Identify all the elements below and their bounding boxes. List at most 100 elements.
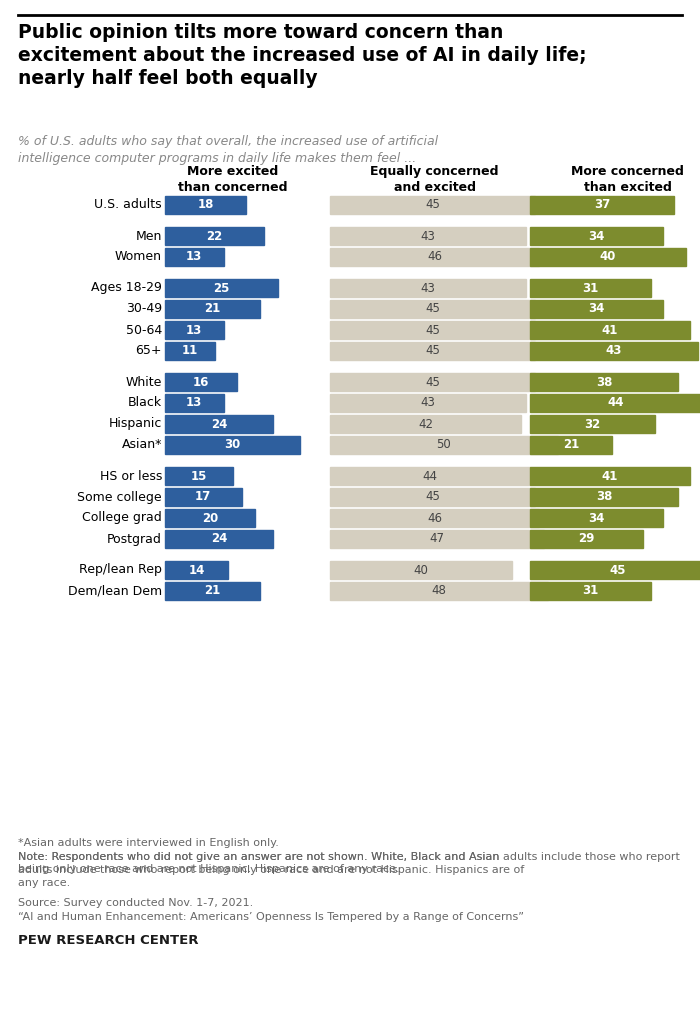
Bar xyxy=(530,300,663,318)
Bar xyxy=(530,582,651,601)
Text: 21: 21 xyxy=(563,439,579,451)
Bar xyxy=(165,468,232,485)
Text: 43: 43 xyxy=(421,397,435,409)
Bar xyxy=(165,342,214,360)
Bar xyxy=(330,227,526,244)
Bar xyxy=(165,373,237,391)
Text: 50-64: 50-64 xyxy=(126,323,162,337)
Text: 30: 30 xyxy=(225,439,241,451)
Text: 41: 41 xyxy=(602,470,618,483)
Text: 21: 21 xyxy=(204,584,220,597)
Text: 40: 40 xyxy=(414,564,428,577)
Text: 15: 15 xyxy=(190,470,207,483)
Text: 45: 45 xyxy=(425,375,440,389)
Text: White: White xyxy=(125,375,162,389)
Text: 48: 48 xyxy=(432,584,447,597)
Text: Hispanic: Hispanic xyxy=(108,417,162,431)
Text: 45: 45 xyxy=(425,345,440,357)
Text: 22: 22 xyxy=(206,229,223,242)
Bar xyxy=(530,561,700,579)
Bar xyxy=(330,279,526,297)
Bar xyxy=(530,248,686,266)
Text: 13: 13 xyxy=(186,397,202,409)
Text: 45: 45 xyxy=(610,564,626,577)
Bar xyxy=(530,196,674,214)
Bar xyxy=(530,509,663,527)
Bar xyxy=(330,509,539,527)
Text: 31: 31 xyxy=(582,584,598,597)
Text: 24: 24 xyxy=(211,533,228,545)
Bar xyxy=(330,321,535,339)
Text: 43: 43 xyxy=(421,229,435,242)
Text: 50: 50 xyxy=(436,439,451,451)
Text: 46: 46 xyxy=(427,512,442,525)
Text: 65+: 65+ xyxy=(136,345,162,357)
Bar xyxy=(330,373,535,391)
Text: % of U.S. adults who say that overall, the increased use of artificial
intellige: % of U.S. adults who say that overall, t… xyxy=(18,135,438,165)
Bar xyxy=(330,582,548,601)
Text: 41: 41 xyxy=(602,323,618,337)
Bar xyxy=(330,530,544,548)
Text: 43: 43 xyxy=(606,345,622,357)
Text: 43: 43 xyxy=(421,281,435,295)
Bar xyxy=(530,279,651,297)
Text: HS or less: HS or less xyxy=(99,470,162,483)
Text: 32: 32 xyxy=(584,417,601,431)
Text: 24: 24 xyxy=(211,417,228,431)
Text: 11: 11 xyxy=(181,345,198,357)
Text: 46: 46 xyxy=(427,251,442,264)
Text: Asian*: Asian* xyxy=(122,439,162,451)
Text: 30-49: 30-49 xyxy=(126,303,162,315)
Text: PEW RESEARCH CENTER: PEW RESEARCH CENTER xyxy=(18,934,199,947)
Text: *Asian adults were interviewed in English only.: *Asian adults were interviewed in Englis… xyxy=(18,838,279,848)
Text: 14: 14 xyxy=(188,564,204,577)
Bar xyxy=(330,436,557,454)
Bar xyxy=(165,279,277,297)
Bar xyxy=(165,300,260,318)
Bar xyxy=(330,248,539,266)
Bar xyxy=(530,488,678,506)
Bar xyxy=(530,436,612,454)
Text: Women: Women xyxy=(115,251,162,264)
Bar xyxy=(330,488,535,506)
Text: 37: 37 xyxy=(594,198,610,212)
Text: 17: 17 xyxy=(195,490,211,503)
Text: Ages 18-29: Ages 18-29 xyxy=(91,281,162,295)
Text: 18: 18 xyxy=(197,198,214,212)
Bar xyxy=(330,468,530,485)
Bar xyxy=(330,300,535,318)
Text: 20: 20 xyxy=(202,512,218,525)
Text: 21: 21 xyxy=(204,303,220,315)
Text: “AI and Human Enhancement: Americans’ Openness Is Tempered by a Range of Concern: “AI and Human Enhancement: Americans’ Op… xyxy=(18,911,524,922)
Text: 13: 13 xyxy=(186,251,202,264)
Text: College grad: College grad xyxy=(83,512,162,525)
Text: 44: 44 xyxy=(608,397,624,409)
Bar xyxy=(165,488,241,506)
Text: 38: 38 xyxy=(596,490,612,503)
Text: 45: 45 xyxy=(425,490,440,503)
Text: 13: 13 xyxy=(186,323,202,337)
Bar xyxy=(165,561,228,579)
Bar xyxy=(165,227,264,244)
Bar xyxy=(165,509,255,527)
Bar xyxy=(165,321,223,339)
Text: More excited
than concerned: More excited than concerned xyxy=(178,165,287,194)
Text: Rep/lean Rep: Rep/lean Rep xyxy=(79,564,162,577)
Text: 16: 16 xyxy=(193,375,209,389)
Text: 47: 47 xyxy=(429,533,444,545)
Text: Men: Men xyxy=(136,229,162,242)
Bar xyxy=(530,227,663,244)
Bar xyxy=(530,342,698,360)
Text: 45: 45 xyxy=(425,323,440,337)
Bar xyxy=(530,394,700,412)
Text: 38: 38 xyxy=(596,375,612,389)
Text: 31: 31 xyxy=(582,281,598,295)
Text: 44: 44 xyxy=(423,470,438,483)
Text: Some college: Some college xyxy=(78,490,162,503)
Bar xyxy=(330,196,535,214)
Text: Note: Respondents who did not give an answer are not shown. White, Black and Asi: Note: Respondents who did not give an an… xyxy=(18,852,524,888)
Bar xyxy=(530,415,654,433)
Text: Dem/lean Dem: Dem/lean Dem xyxy=(68,584,162,597)
Text: 34: 34 xyxy=(588,303,605,315)
Text: 40: 40 xyxy=(600,251,616,264)
